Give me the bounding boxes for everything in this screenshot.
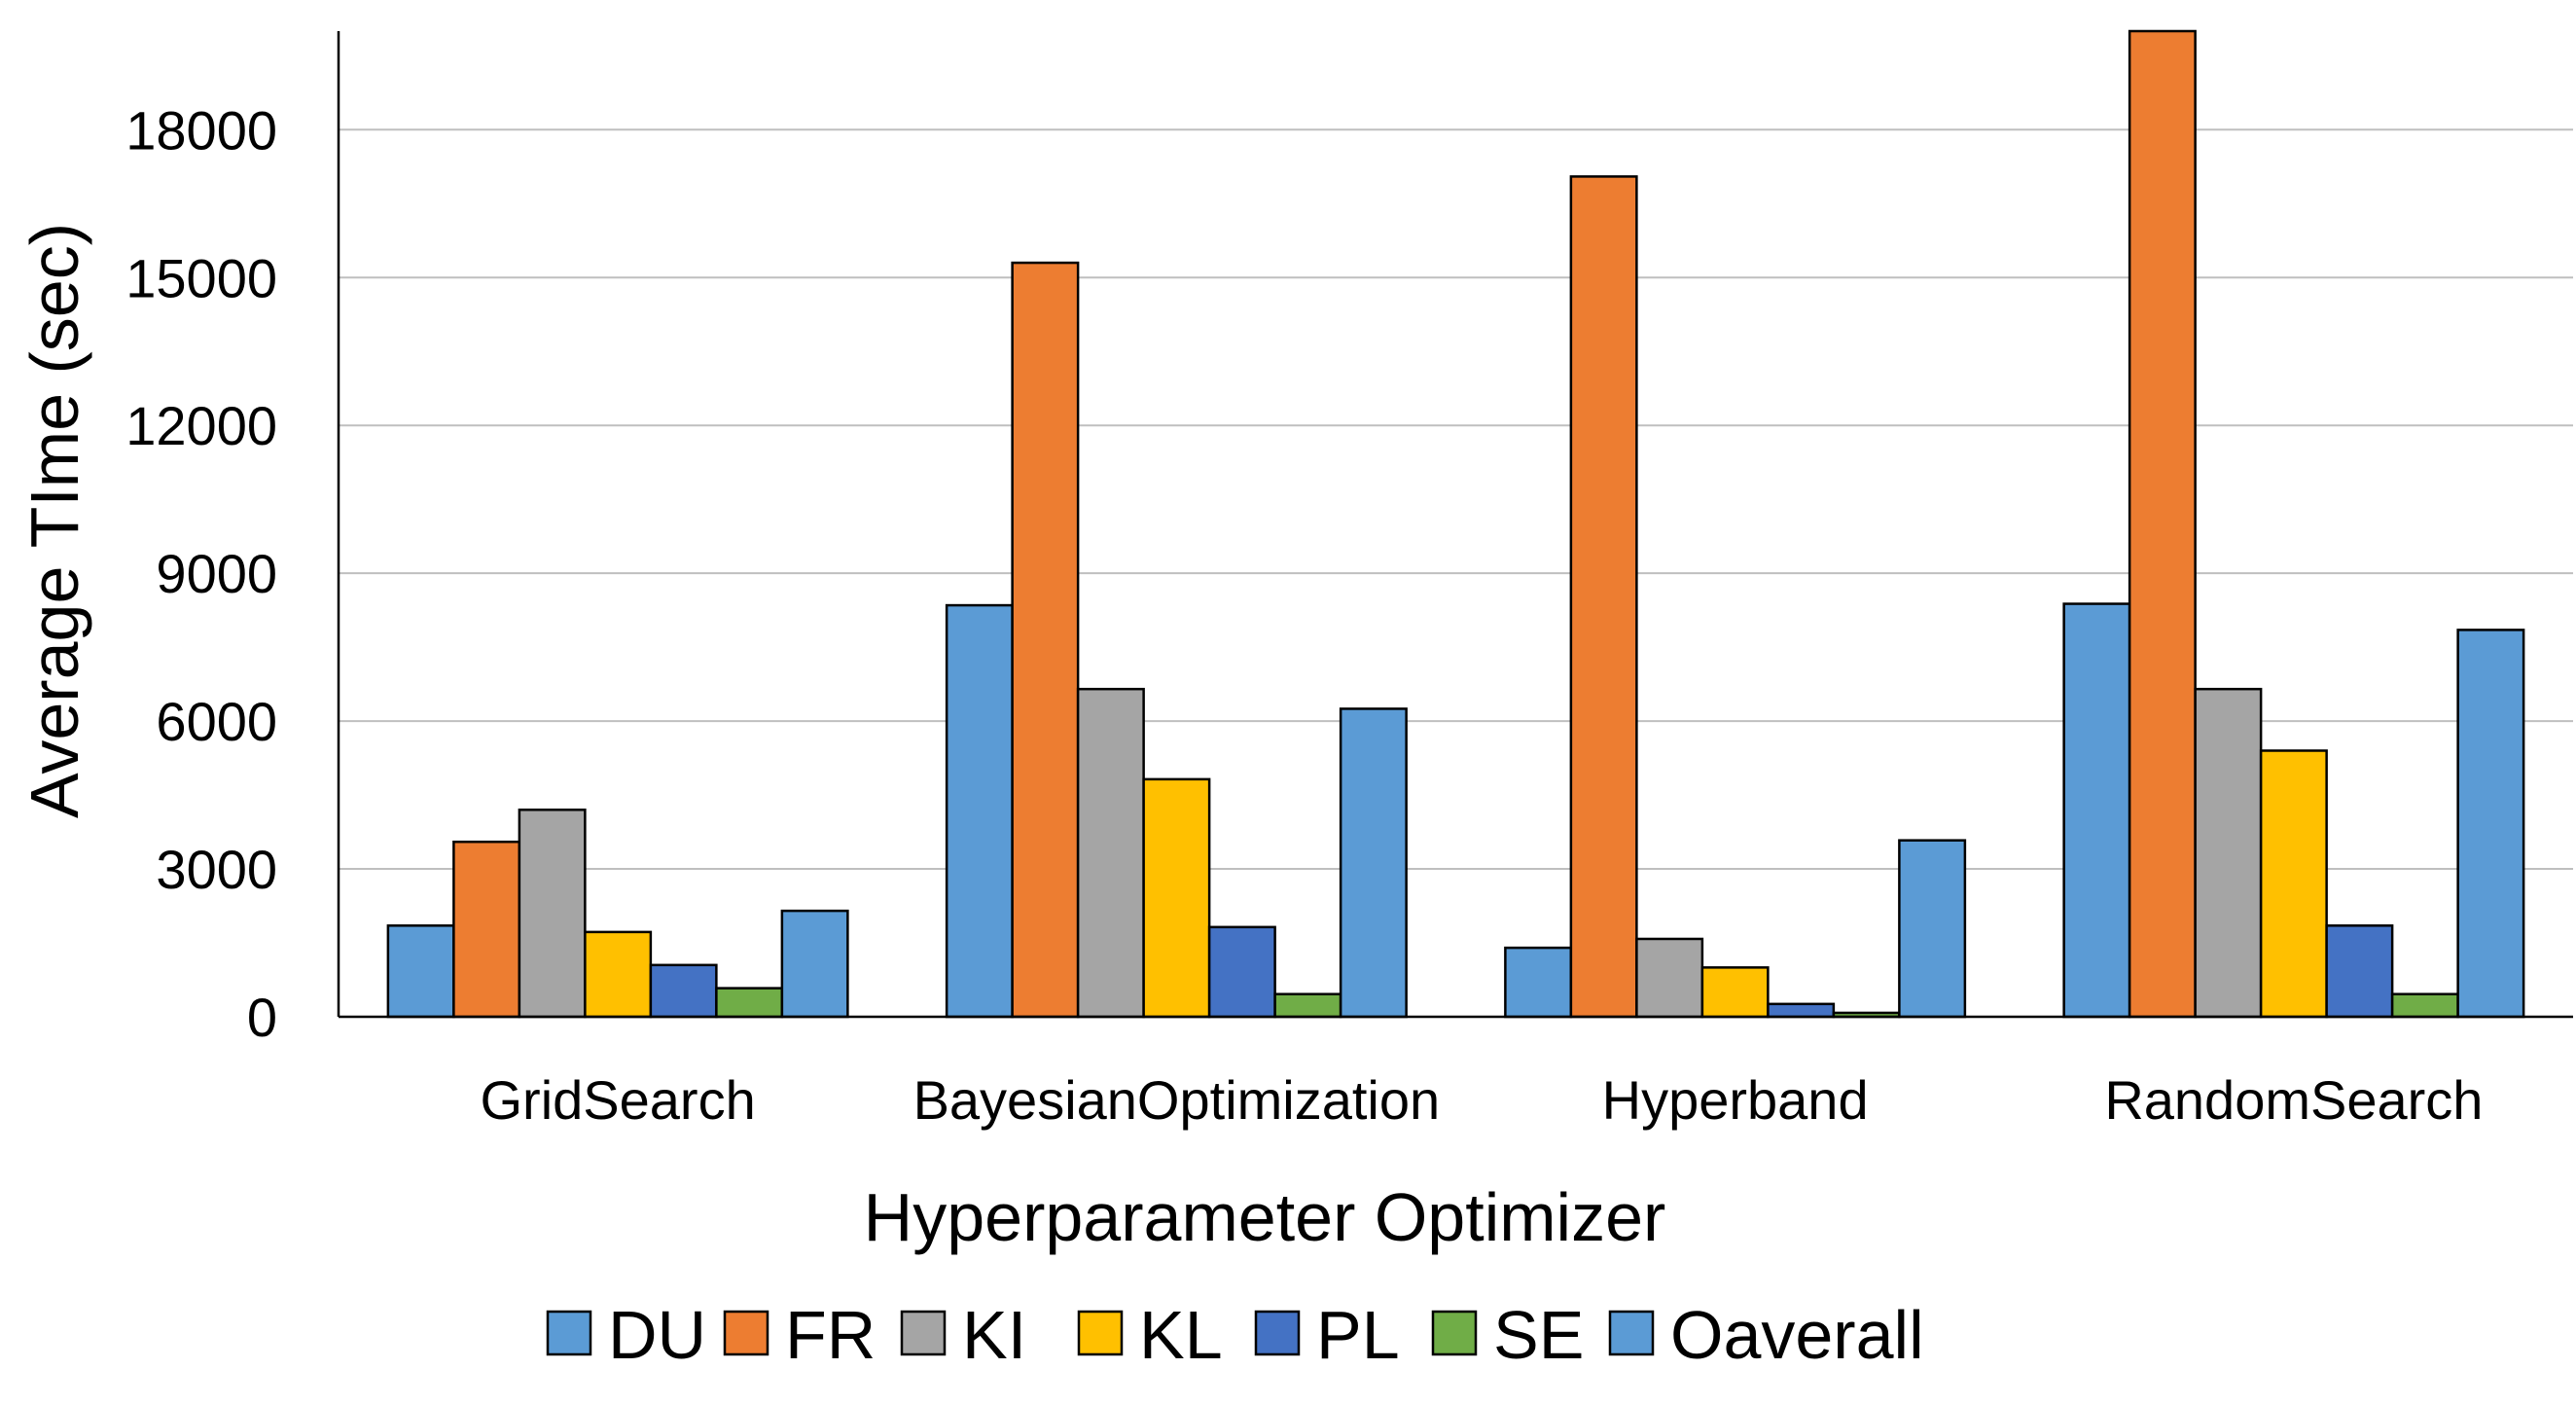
y-tick-label: 6000 [156, 691, 277, 752]
y-tick-label: 9000 [156, 543, 277, 604]
bar-PL-GridSearch [649, 963, 718, 1019]
legend-swatch-PL [1254, 1310, 1301, 1356]
y-tick-label: 0 [247, 987, 277, 1048]
y-axis-title: Average TIme (sec) [17, 223, 92, 818]
legend-swatch-DU [546, 1310, 592, 1356]
legend-label-SE: SE [1493, 1297, 1584, 1373]
legend-swatch-KI [900, 1310, 947, 1356]
bar-KL-GridSearch [584, 930, 653, 1019]
x-category-label: Hyperband [1602, 1069, 1869, 1131]
bar-PL-BayesianOptimization [1207, 925, 1276, 1019]
legend: DU FR KI KL PL SE Oaverall [546, 1297, 1924, 1373]
y-tick-label: 12000 [125, 395, 277, 456]
bar-SE-RandomSearch [2390, 992, 2459, 1019]
bar-SE-BayesianOptimization [1273, 992, 1342, 1019]
bar-PL-Hyperband [1767, 1002, 1836, 1019]
legend-label-PL: PL [1316, 1297, 1400, 1373]
bar-SE-GridSearch [715, 987, 784, 1019]
bar-DU-RandomSearch [2062, 602, 2131, 1019]
bar-Oaverall-RandomSearch [2456, 629, 2525, 1019]
bar-Oaverall-GridSearch [780, 909, 849, 1019]
bar-KI-RandomSearch [2194, 687, 2263, 1019]
x-category-labels: GridSearch BayesianOptimization Hyperband R… [481, 1069, 2484, 1131]
bar-DU-GridSearch [386, 924, 455, 1019]
legend-swatch-KL [1077, 1310, 1124, 1356]
bar-KI-Hyperband [1635, 937, 1704, 1019]
legend-label-Oaverall: Oaverall [1670, 1297, 1924, 1373]
legend-label-KL: KL [1139, 1297, 1223, 1373]
legend-swatch-FR [723, 1310, 769, 1356]
x-category-label: BayesianOptimization [913, 1069, 1441, 1131]
y-tick-labels: 0 3000 6000 9000 12000 15000 18000 [125, 99, 277, 1048]
y-tick-label: 15000 [125, 247, 277, 308]
bar-FR-Hyperband [1569, 175, 1638, 1019]
bar-Oaverall-Hyperband [1898, 839, 1967, 1019]
bar-DU-BayesianOptimization [945, 603, 1014, 1019]
legend-label-KI: KI [962, 1297, 1026, 1373]
bar-KI-GridSearch [518, 809, 587, 1019]
bar-KL-Hyperband [1700, 966, 1770, 1019]
bar-KL-BayesianOptimization [1142, 777, 1211, 1019]
bars [386, 29, 2525, 1019]
legend-label-FR: FR [785, 1297, 876, 1373]
y-tick-label: 3000 [156, 839, 277, 900]
bar-PL-RandomSearch [2325, 924, 2394, 1019]
bar-Oaverall-BayesianOptimization [1339, 707, 1408, 1019]
legend-swatch-SE [1431, 1310, 1478, 1356]
x-category-label: RandomSearch [2104, 1069, 2483, 1131]
axes [337, 31, 2573, 1019]
bar-DU-Hyperband [1504, 946, 1573, 1019]
bar-FR-BayesianOptimization [1011, 261, 1080, 1019]
y-tick-label: 18000 [125, 99, 277, 161]
bar-KL-RandomSearch [2259, 749, 2328, 1019]
x-category-label: GridSearch [481, 1069, 756, 1131]
bar-KI-BayesianOptimization [1076, 687, 1145, 1019]
x-axis-title: Hyperparameter Optimizer [864, 1179, 1666, 1255]
bar-FR-RandomSearch [2128, 29, 2197, 1019]
bar-FR-GridSearch [452, 840, 521, 1019]
legend-swatch-Oaverall [1608, 1310, 1655, 1356]
legend-label-DU: DU [608, 1297, 706, 1373]
